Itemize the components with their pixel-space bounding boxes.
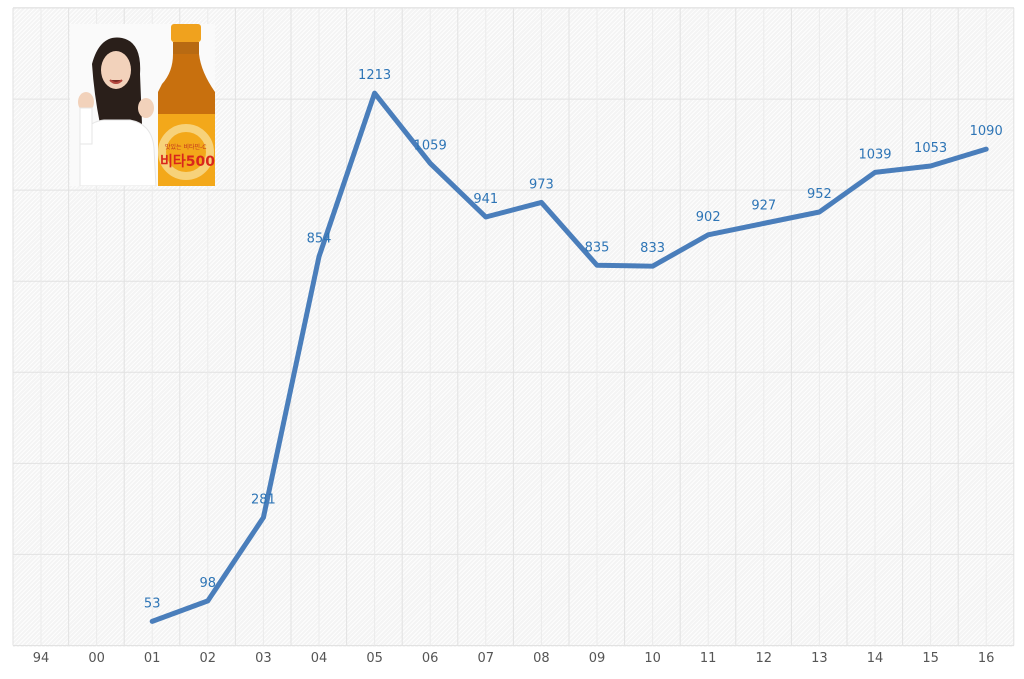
data-labels: 53 98 281 854 1213 1059 941 973 835 833 902 927 952 1…: [144, 68, 1003, 611]
x-tick-label: 01: [143, 651, 161, 666]
x-tick-label: 00: [88, 651, 105, 666]
data-label: 1213: [358, 68, 391, 83]
data-label: 941: [473, 192, 498, 207]
product-ad-image: 맛있는 비타민-C 비타500: [70, 24, 215, 186]
x-tick-label: 13: [811, 651, 828, 666]
x-tick-label: 05: [366, 651, 383, 666]
x-tick-label: 09: [588, 651, 606, 666]
x-tick-label: 11: [699, 651, 717, 666]
data-label: 1053: [914, 141, 947, 156]
data-label: 927: [751, 198, 776, 213]
data-label: 98: [200, 576, 217, 591]
x-tick-label: 06: [421, 651, 439, 666]
series-line: [149, 90, 989, 624]
data-label: 952: [807, 187, 832, 202]
data-label: 854: [307, 232, 332, 247]
data-label: 833: [640, 241, 665, 256]
data-label: 1059: [414, 138, 447, 153]
data-label: 902: [696, 210, 721, 225]
x-tick-label: 02: [199, 651, 217, 666]
x-tick-label: 14: [866, 651, 884, 666]
x-tick-label: 94: [32, 651, 50, 666]
svg-text:맛있는 비타민-C: 맛있는 비타민-C: [165, 143, 206, 151]
x-tick-label: 07: [477, 651, 495, 666]
x-tick-label: 12: [755, 651, 773, 666]
x-tick-label: 15: [922, 651, 939, 666]
data-label: 53: [144, 596, 161, 611]
data-label: 1090: [970, 124, 1003, 139]
vita500-bottle: 맛있는 비타민-C 비타500: [158, 24, 215, 186]
x-tick-label: 16: [977, 651, 995, 666]
x-tick-label: 08: [533, 651, 550, 666]
data-label: 835: [585, 240, 610, 255]
woman-figure: [78, 37, 157, 186]
x-tick-label: 03: [255, 651, 272, 666]
data-label: 973: [529, 177, 554, 192]
x-tick-label: 04: [310, 651, 328, 666]
x-tick-label: 10: [644, 651, 661, 666]
svg-text:비타500: 비타500: [160, 154, 215, 170]
data-label: 281: [251, 493, 276, 508]
data-label: 1039: [858, 147, 891, 162]
ad-illustration: 맛있는 비타민-C 비타500: [70, 24, 215, 186]
